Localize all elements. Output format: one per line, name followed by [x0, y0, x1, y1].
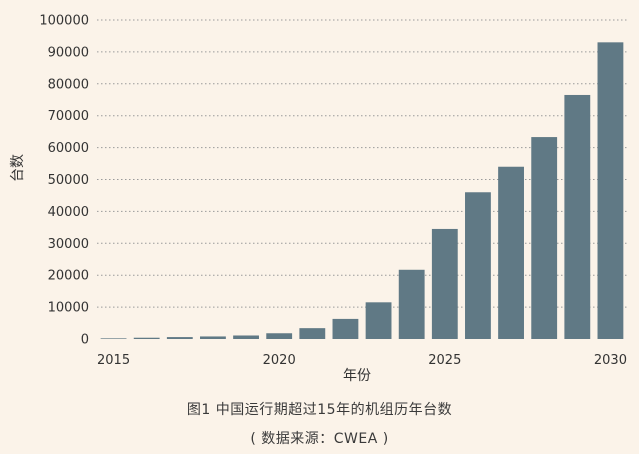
- bar-2026: [465, 192, 491, 339]
- x-tick-label: 2020: [263, 353, 296, 368]
- y-tick-label: 70000: [48, 109, 89, 124]
- y-axis-label: 台数: [10, 154, 26, 182]
- y-tick-label: 0: [81, 333, 89, 348]
- y-tick-label: 100000: [39, 14, 89, 29]
- bar-2029: [564, 94, 591, 339]
- x-tick-label: 2025: [428, 353, 461, 368]
- data-source-note: ( 数据来源：CWEA ): [250, 431, 389, 447]
- y-tick-label: 80000: [48, 77, 89, 92]
- bar-2019: [233, 335, 259, 339]
- grid-lines: [97, 19, 627, 308]
- x-axis-label: 年份: [343, 368, 371, 384]
- bars: [100, 42, 624, 340]
- bar-2017: [166, 337, 193, 339]
- y-tick-label: 90000: [48, 45, 89, 60]
- y-tick-label: 30000: [48, 237, 89, 252]
- bar-2020: [266, 333, 293, 339]
- x-axis-tick-labels: 2015 2020 2025 2030: [97, 353, 627, 368]
- bar-2022: [332, 318, 359, 339]
- bar-2028: [531, 137, 558, 339]
- bar-2021: [299, 328, 326, 339]
- x-tick-label: 2015: [97, 353, 130, 368]
- bar-2016: [133, 337, 160, 339]
- x-tick-label: 2030: [594, 353, 627, 368]
- y-tick-label: 20000: [48, 269, 89, 284]
- figure-caption: 图1 中国运行期超过15年的机组历年台数: [186, 402, 453, 418]
- y-tick-label: 10000: [48, 301, 89, 316]
- y-tick-label: 40000: [48, 205, 89, 220]
- bar-2030: [597, 42, 624, 340]
- bar-2018: [200, 336, 226, 339]
- bar-2023: [365, 302, 392, 339]
- bar-2027: [498, 166, 524, 339]
- bar-2024: [398, 269, 425, 339]
- y-axis-tick-labels: 0 10000 20000 30000 40000 50000 60000 70000 8000…: [39, 14, 89, 348]
- bar-2015: [100, 338, 127, 339]
- bar-2025: [431, 228, 458, 339]
- y-tick-label: 50000: [48, 173, 89, 188]
- y-tick-label: 60000: [48, 141, 89, 156]
